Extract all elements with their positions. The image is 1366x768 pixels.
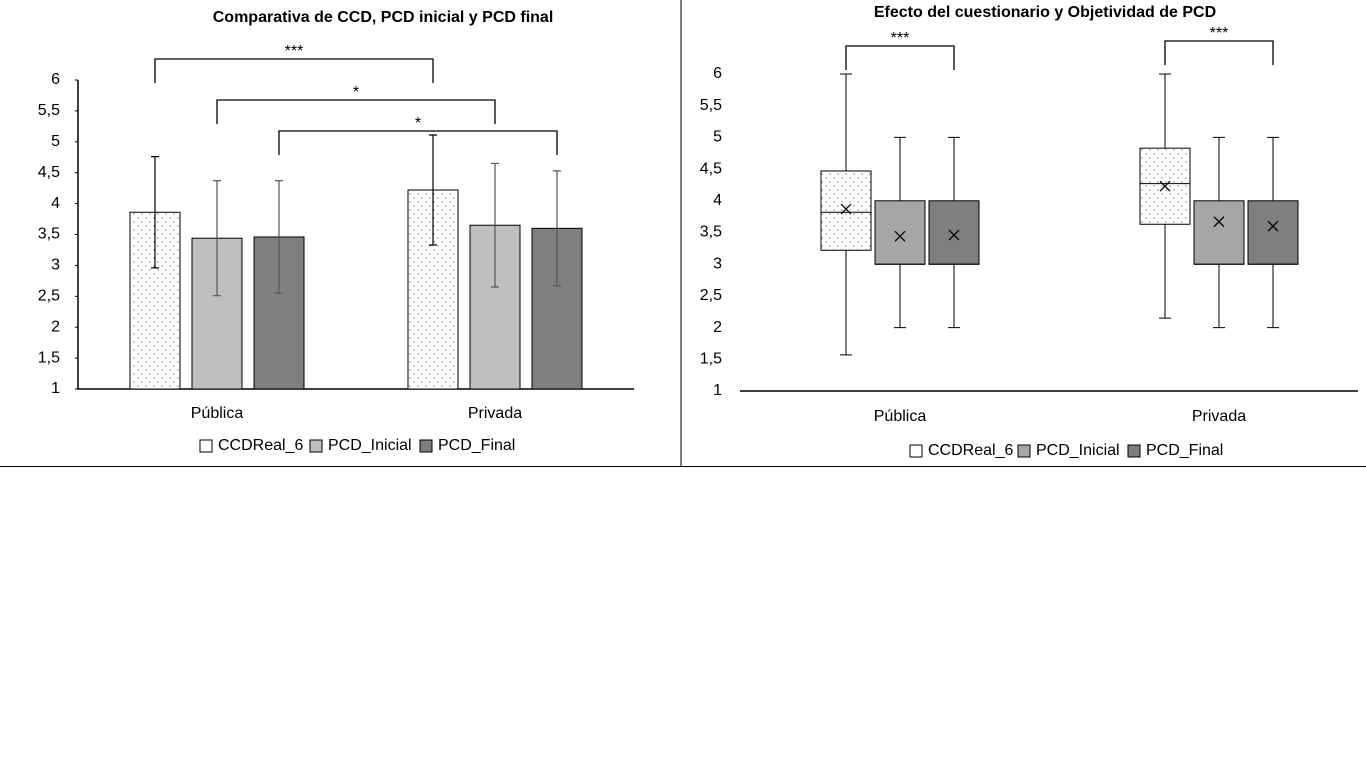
whisker (840, 250, 852, 356)
y-tick-label: 1,5 (38, 349, 60, 366)
legend-label: PCD_Final (1146, 442, 1223, 459)
legend-swatch (1127, 444, 1141, 458)
legend-label: CCDReal_6 (928, 442, 1013, 459)
mean-marker (1159, 180, 1171, 192)
legend-label: PCD_Inicial (328, 437, 412, 454)
y-tick-label: 2,5 (700, 287, 722, 304)
y-tick-label: 4 (713, 192, 722, 209)
y-tick-label: 5 (51, 133, 60, 150)
mean-marker (948, 229, 960, 241)
y-tick-label: 1 (51, 380, 60, 397)
significance-label: *** (285, 43, 304, 60)
significance-bracket (845, 45, 955, 70)
legend-swatch (419, 439, 433, 453)
whisker (1213, 136, 1225, 201)
y-tick-label: 4,5 (700, 160, 722, 177)
error-bar (213, 180, 221, 297)
legend-swatch (1017, 444, 1031, 458)
whisker (1159, 224, 1171, 319)
significance-bracket (278, 130, 558, 155)
box (1247, 200, 1299, 265)
x-tick-label: Pública (874, 408, 927, 425)
chart-title: Comparativa de CCD, PCD inicial y PCD fi… (213, 9, 554, 26)
y-tick-label: 6 (713, 65, 722, 82)
y-tick-label: 2 (51, 318, 60, 335)
y-tick-label: 3 (713, 255, 722, 272)
significance-bracket (154, 58, 434, 83)
legend-label: PCD_Inicial (1036, 442, 1120, 459)
box (1193, 200, 1245, 265)
y-tick-label: 2,5 (38, 288, 60, 305)
legend-swatch (309, 439, 323, 453)
whisker (948, 136, 960, 201)
y-tick-label: 1,5 (700, 351, 722, 368)
whisker (894, 136, 906, 201)
y-tick-label: 3 (51, 257, 60, 274)
y-tick-label: 2 (713, 319, 722, 336)
legend-swatch (909, 444, 923, 458)
whisker (948, 264, 960, 329)
error-bar (491, 162, 499, 288)
mean-marker (1267, 220, 1279, 232)
legend-swatch (199, 439, 213, 453)
chart-title: Efecto del cuestionario y Objetividad de… (874, 4, 1216, 21)
y-tick-label: 3,5 (700, 224, 722, 241)
significance-label: *** (1210, 25, 1229, 42)
box (820, 170, 872, 251)
y-tick-label: 5,5 (38, 102, 60, 119)
y-tick-label: 5,5 (700, 97, 722, 114)
y-tick-label: 4 (51, 195, 60, 212)
whisker (1267, 136, 1279, 201)
mean-marker (1213, 216, 1225, 228)
y-tick-label: 1 (713, 382, 722, 399)
legend-label: CCDReal_6 (218, 437, 303, 454)
significance-label: * (353, 84, 359, 101)
whisker (1213, 264, 1225, 329)
x-tick-label: Privada (468, 405, 522, 422)
y-tick-label: 6 (51, 71, 60, 88)
box (928, 200, 980, 265)
y-tick-label: 5 (713, 129, 722, 146)
box (874, 200, 926, 265)
x-tick-label: Pública (191, 405, 244, 422)
error-bar (151, 156, 159, 269)
mean-marker (840, 203, 852, 215)
error-bar (429, 134, 437, 246)
significance-label: *** (891, 30, 910, 47)
whisker (840, 73, 852, 172)
error-bar (553, 170, 561, 287)
error-bar (275, 180, 283, 294)
whisker (1159, 73, 1171, 149)
whisker (894, 264, 906, 329)
whisker (1267, 264, 1279, 329)
y-tick-label: 3,5 (38, 226, 60, 243)
x-tick-label: Privada (1192, 408, 1246, 425)
legend-label: PCD_Final (438, 437, 515, 454)
y-tick-label: 4,5 (38, 164, 60, 181)
significance-bracket (216, 99, 496, 124)
significance-bracket (1164, 40, 1274, 65)
significance-label: * (415, 115, 421, 132)
mean-marker (894, 230, 906, 242)
